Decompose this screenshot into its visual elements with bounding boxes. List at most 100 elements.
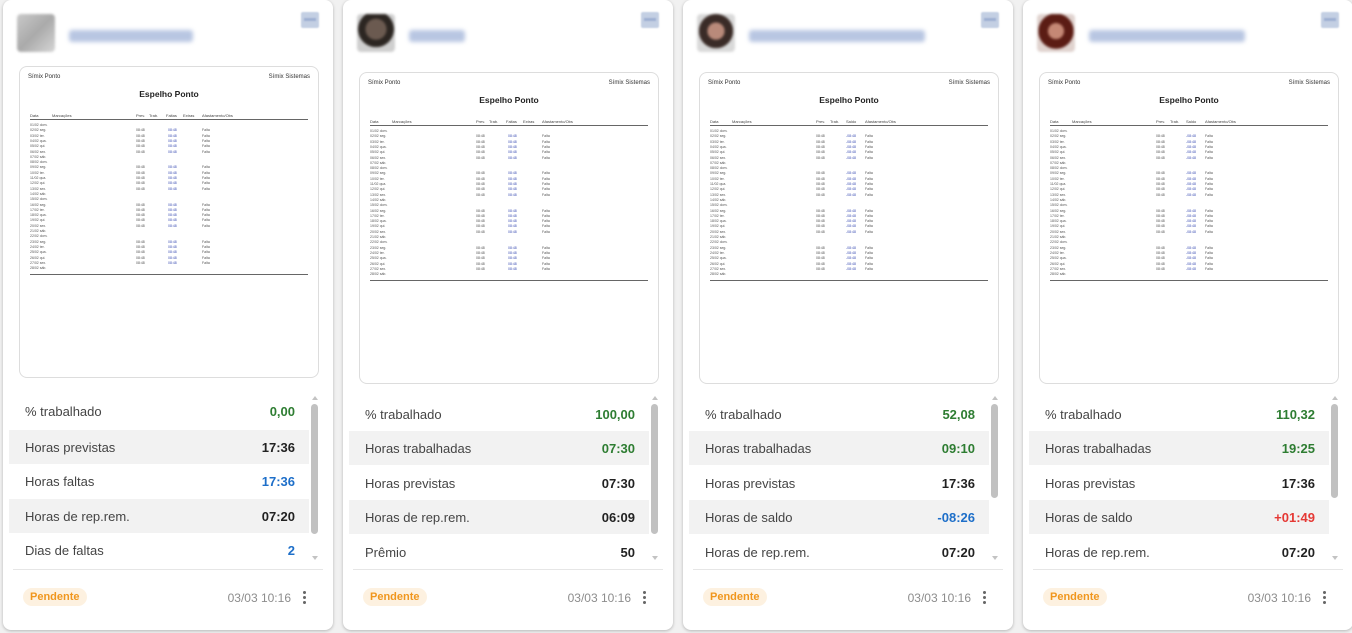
scroll-up-icon[interactable] [312, 396, 318, 400]
stat-value: 52,08 [942, 407, 975, 422]
doc-column-header: Data [30, 113, 39, 118]
doc-header-right: Símix Sistemas [608, 80, 650, 86]
stats-scrollbar[interactable] [991, 396, 999, 560]
employee-card[interactable]: Símix Ponto Símix Sistemas Espelho Ponto Da… [343, 0, 673, 630]
scroll-down-icon[interactable] [312, 556, 318, 560]
doc-column-header: Trab. [149, 113, 159, 118]
stat-value: 17:36 [261, 440, 295, 455]
doc-header-left: Símix Ponto [368, 80, 401, 86]
timestamp: 03/03 10:16 [227, 591, 291, 605]
stat-row: Horas de rep.rem. 06:09 [349, 500, 649, 534]
scrollbar-thumb[interactable] [1331, 404, 1338, 498]
doc-title: Espelho Ponto [1159, 95, 1219, 105]
expand-icon[interactable] [641, 12, 659, 28]
card-footer: Pendente 03/03 10:16 [1033, 569, 1343, 625]
stat-value: 17:36 [261, 474, 295, 489]
doc-title: Espelho Ponto [139, 89, 199, 99]
timestamp: 03/03 10:16 [907, 591, 971, 605]
stat-value: 2 [287, 543, 295, 558]
stat-row: % trabalhado 110,32 [1029, 397, 1329, 431]
stat-value: 17:36 [1281, 476, 1315, 491]
status-badge: Pendente [23, 588, 87, 606]
stat-value: 07:20 [941, 545, 975, 560]
card-footer: Pendente 03/03 10:16 [353, 569, 663, 625]
stat-label: % trabalhado [365, 407, 442, 422]
stat-value: 07:20 [1281, 545, 1315, 560]
stats-scrollbar[interactable] [651, 396, 659, 560]
stat-row: Horas trabalhadas 07:30 [349, 431, 649, 465]
doc-footer-line [710, 280, 988, 282]
doc-columns: Data Marcações Prev. Trab. Saldo Afastamento/… [710, 119, 988, 126]
stat-value: 07:20 [261, 509, 295, 524]
doc-header-left: Símix Ponto [708, 80, 741, 86]
scrollbar-thumb[interactable] [651, 404, 658, 534]
stat-row: % trabalhado 100,00 [349, 397, 649, 431]
stat-value: 07:30 [601, 476, 635, 491]
timesheet-preview[interactable]: Símix Ponto Símix Sistemas Espelho Ponto Da… [359, 72, 659, 384]
expand-icon[interactable] [1321, 12, 1339, 28]
timesheet-preview[interactable]: Símix Ponto Símix Sistemas Espelho Ponto Da… [19, 66, 319, 378]
more-vert-icon[interactable] [1323, 591, 1327, 605]
stat-label: Horas trabalhadas [705, 441, 812, 456]
stat-value: 110,32 [1275, 407, 1315, 422]
stat-label: Horas previstas [705, 476, 796, 491]
stat-value: 06:09 [601, 510, 635, 525]
more-vert-icon[interactable] [643, 591, 647, 605]
card-header [343, 0, 673, 64]
doc-header: Símix Ponto Símix Sistemas [708, 80, 990, 90]
employee-card[interactable]: Símix Ponto Símix Sistemas Espelho Ponto Da… [1023, 0, 1352, 630]
doc-column-header: Data [370, 119, 379, 124]
stat-value: +01:49 [1274, 510, 1315, 525]
stats-scrollbar[interactable] [311, 396, 319, 560]
scroll-up-icon[interactable] [992, 396, 998, 400]
scroll-down-icon[interactable] [992, 556, 998, 560]
timesheet-preview[interactable]: Símix Ponto Símix Sistemas Espelho Ponto Da… [699, 72, 999, 384]
timesheet-preview[interactable]: Símix Ponto Símix Sistemas Espelho Ponto Da… [1039, 72, 1339, 384]
scrollbar-thumb[interactable] [311, 404, 318, 534]
avatar [697, 14, 735, 52]
timestamp: 03/03 10:16 [1247, 591, 1311, 605]
stat-row: Horas de saldo +01:49 [1029, 500, 1329, 534]
stat-label: Horas previstas [365, 476, 456, 491]
more-vert-icon[interactable] [303, 591, 307, 605]
doc-column-header: Saldo [1186, 119, 1197, 124]
card-header [3, 0, 333, 64]
doc-footer-line [1050, 280, 1328, 282]
more-vert-icon[interactable] [983, 591, 987, 605]
expand-icon[interactable] [981, 12, 999, 28]
employee-card[interactable]: Símix Ponto Símix Sistemas Espelho Ponto Da… [683, 0, 1013, 630]
employee-card[interactable]: Símix Ponto Símix Sistemas Espelho Ponto Da… [3, 0, 333, 630]
scrollbar-thumb[interactable] [991, 404, 998, 498]
card-header [683, 0, 1013, 64]
stat-label: % trabalhado [1045, 407, 1122, 422]
doc-column-header: Data [1050, 119, 1059, 124]
scroll-down-icon[interactable] [1332, 556, 1338, 560]
scroll-up-icon[interactable] [1332, 396, 1338, 400]
stat-value: 09:10 [941, 441, 975, 456]
stat-label: Horas faltas [25, 474, 95, 489]
doc-column-header: Afastamento/Obs [202, 113, 233, 118]
doc-column-header: Afastamento/Obs [1205, 119, 1236, 124]
stats-list: % trabalhado 0,00 Horas previstas 17:36 Hora… [9, 392, 309, 566]
stat-label: Horas trabalhadas [1045, 441, 1152, 456]
doc-column-header: Prev. [476, 119, 486, 124]
stat-value: 17:36 [941, 476, 975, 491]
stat-label: Horas de rep.rem. [1045, 545, 1150, 560]
doc-header-left: Símix Ponto [28, 74, 61, 80]
doc-column-header: Prev. [136, 113, 146, 118]
expand-icon[interactable] [301, 12, 319, 28]
status-badge: Pendente [1043, 588, 1107, 606]
stat-label: Horas de rep.rem. [705, 545, 810, 560]
scroll-up-icon[interactable] [652, 396, 658, 400]
stat-label: % trabalhado [705, 407, 782, 422]
doc-column-header: Marcações [392, 119, 412, 124]
stats-list: % trabalhado 52,08 Horas trabalhadas 09:10 H… [689, 392, 989, 566]
stat-label: Prêmio [365, 545, 407, 560]
doc-column-header: Prev. [816, 119, 826, 124]
stats-scrollbar[interactable] [1331, 396, 1339, 560]
stat-label: Horas de rep.rem. [25, 509, 130, 524]
stat-row: Horas previstas 07:30 [349, 466, 649, 500]
stat-value: 100,00 [595, 407, 635, 422]
scroll-down-icon[interactable] [652, 556, 658, 560]
avatar [1037, 14, 1075, 52]
